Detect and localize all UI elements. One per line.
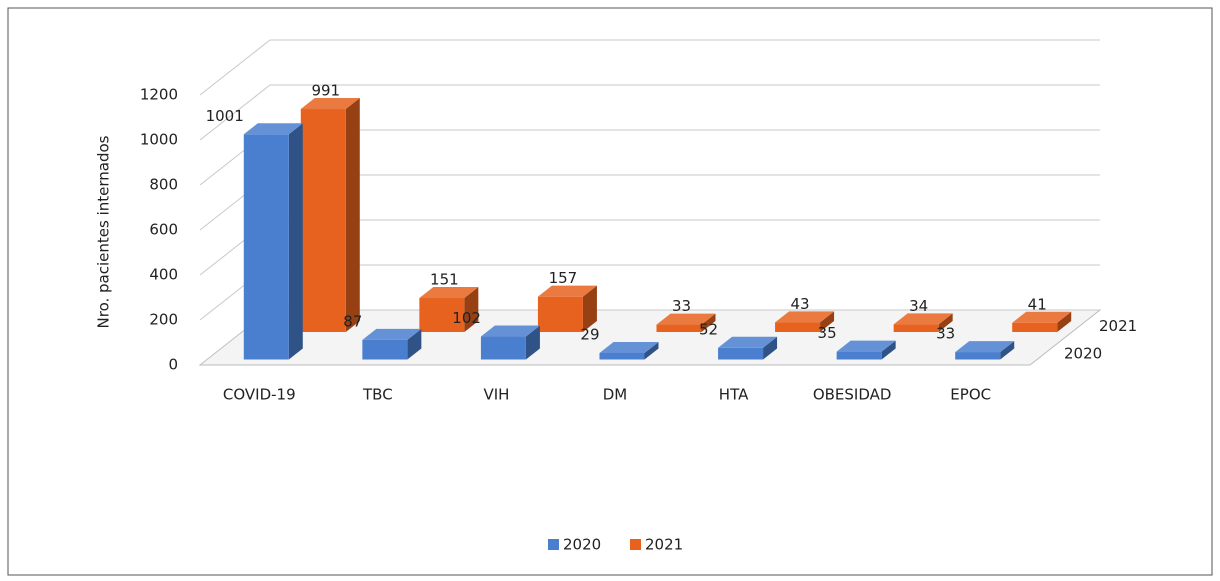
bar xyxy=(836,340,896,360)
y-tick-label: 200 xyxy=(149,311,178,329)
side-grid-line xyxy=(199,39,271,96)
bar-front xyxy=(599,352,645,360)
legend-label: 2021 xyxy=(645,536,683,554)
x-tick-label: OBESIDAD xyxy=(813,386,892,404)
bar xyxy=(362,328,422,360)
bar-top xyxy=(243,123,303,135)
bar-front xyxy=(362,339,408,360)
value-label: 52 xyxy=(699,320,718,338)
bar-side xyxy=(881,340,896,360)
x-tick-label: TBC xyxy=(362,386,393,404)
bar-top xyxy=(955,341,1015,353)
bar xyxy=(656,313,716,332)
bar-front xyxy=(480,336,526,360)
bar xyxy=(480,325,540,360)
x-tick-label: COVID-19 xyxy=(223,386,296,404)
bar-front xyxy=(243,134,289,360)
bar-side xyxy=(644,341,659,360)
bar-top xyxy=(599,341,659,353)
legend-label: 2020 xyxy=(563,536,601,554)
bar-front xyxy=(537,296,583,332)
value-label: 102 xyxy=(452,309,481,327)
bar xyxy=(893,313,953,332)
value-label: 41 xyxy=(1028,295,1047,313)
depth-axis-label: 2020 xyxy=(1064,345,1102,363)
y-tick-label: 1000 xyxy=(140,131,178,149)
bar xyxy=(243,123,303,360)
bar-side xyxy=(464,287,479,332)
value-label: 43 xyxy=(791,295,810,313)
bar-top xyxy=(893,313,953,325)
bar-side xyxy=(288,123,303,360)
bar-top xyxy=(656,313,716,325)
bar-top xyxy=(419,287,479,299)
bar-top xyxy=(718,336,778,348)
bar-side xyxy=(820,311,835,332)
bar xyxy=(537,285,597,332)
value-label: 34 xyxy=(909,297,928,315)
legend-swatch xyxy=(630,539,641,550)
bar-top xyxy=(300,98,360,110)
bar-top xyxy=(775,311,835,323)
value-label: 35 xyxy=(818,324,837,342)
y-tick-label: 0 xyxy=(168,356,178,374)
y-tick-label: 800 xyxy=(149,176,178,194)
bar-front xyxy=(718,347,764,360)
y-axis-label: Nro. pacientes internados xyxy=(95,135,113,328)
bar-side xyxy=(407,328,422,360)
bar-side xyxy=(525,325,540,360)
y-tick-label: 600 xyxy=(149,221,178,239)
bar-side xyxy=(938,313,953,332)
bar-top xyxy=(537,285,597,297)
bar xyxy=(718,336,778,360)
x-tick-label: EPOC xyxy=(950,386,991,404)
value-label: 157 xyxy=(549,269,578,287)
value-label: 33 xyxy=(672,297,691,315)
bar xyxy=(1012,311,1072,332)
bar-side xyxy=(582,285,597,332)
bar xyxy=(775,311,835,332)
bar-top xyxy=(1012,311,1072,323)
depth-axis-label: 2021 xyxy=(1099,317,1137,335)
y-tick-label: 1200 xyxy=(140,86,178,104)
bar-top xyxy=(836,340,896,352)
bar xyxy=(955,341,1015,360)
bar-top xyxy=(480,325,540,337)
bar-front xyxy=(955,352,1001,360)
value-label: 33 xyxy=(936,325,955,343)
bar xyxy=(300,98,360,333)
y-tick-label: 400 xyxy=(149,266,178,284)
bar-side xyxy=(345,98,360,333)
bar-front xyxy=(836,351,882,360)
value-label: 151 xyxy=(430,271,459,289)
bar-side xyxy=(701,313,716,332)
bar-side xyxy=(1057,311,1072,332)
bar-front xyxy=(419,298,465,332)
x-tick-label: HTA xyxy=(719,386,749,404)
legend-swatch xyxy=(548,539,559,550)
value-label: 1001 xyxy=(206,107,244,125)
chart-frame xyxy=(7,7,1213,576)
bar-front xyxy=(893,324,939,332)
value-label: 87 xyxy=(343,312,362,330)
bar xyxy=(419,287,479,332)
bar-top xyxy=(362,328,422,340)
value-label: 991 xyxy=(311,82,340,100)
side-grid-line xyxy=(199,84,271,141)
bar-side xyxy=(763,336,778,360)
x-tick-label: DM xyxy=(603,386,628,404)
bar-front xyxy=(656,324,702,332)
bar xyxy=(599,341,659,360)
bar-front xyxy=(300,109,346,333)
x-tick-label: VIH xyxy=(483,386,509,404)
bar-front xyxy=(1012,322,1058,332)
bar-front xyxy=(775,322,821,332)
bar-side xyxy=(1000,341,1015,360)
value-label: 29 xyxy=(580,325,599,343)
